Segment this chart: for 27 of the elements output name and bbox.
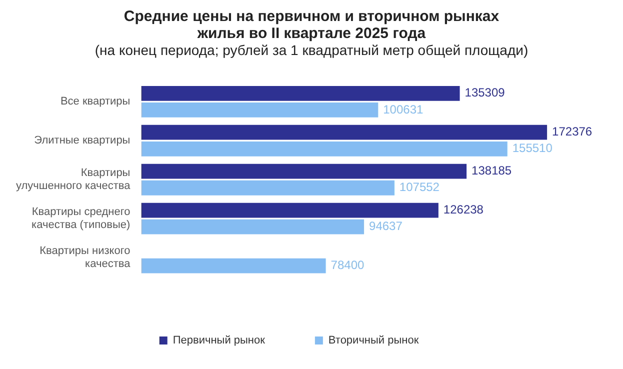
data-label: 107552 [399,180,440,194]
data-label: 78400 [330,258,364,272]
data-label: 135309 [464,86,506,100]
data-label: 94637 [369,219,403,234]
bar [141,202,438,218]
data-label: 138185 [472,164,512,178]
bar [141,164,467,179]
bar [141,141,508,156]
data-label: 172376 [552,124,592,139]
y-tick-label: Квартиры улучшенного качества [16,167,132,192]
y-tick-label: Квартиры низкого качества [40,244,132,270]
bar [141,86,460,101]
bar [141,180,394,196]
chart-title: Средние цены на первичном и вторичном рынках жилья во II квартале 2025 года [122,8,500,42]
y-tick-label: Квартиры среднего качества (типовые) [32,206,130,232]
bar [141,258,326,274]
y-tick-label: Элитные квартиры [34,134,130,147]
bar [141,124,548,140]
y-tick-label: Все квартиры [60,96,130,108]
legend-label: Первичный рынок [172,334,266,347]
legend-label: Вторичный рынок [328,334,419,347]
bar [141,102,378,118]
chart-subtitle: (на конец периода; рублей за 1 квадратный метр общей площади) [94,42,530,58]
data-label: 155510 [512,141,553,156]
data-label: 126238 [443,202,484,217]
data-label: 100631 [383,102,424,116]
bar [141,219,364,234]
